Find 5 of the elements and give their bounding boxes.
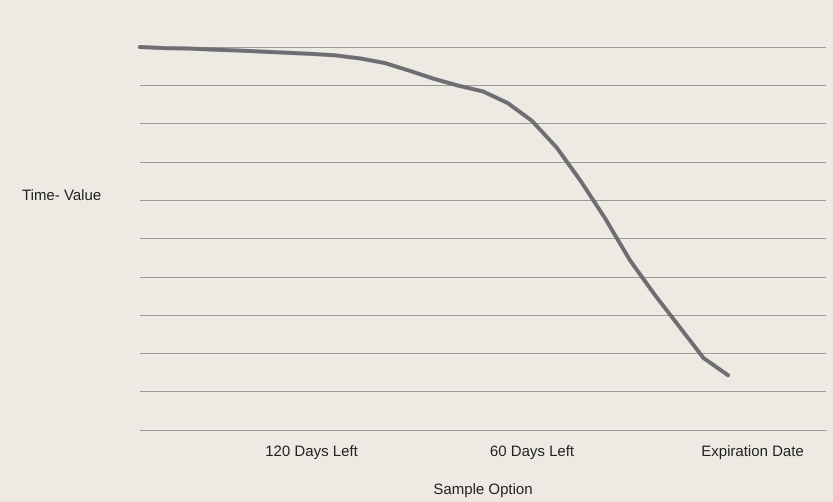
x-tick-label: 120 Days Left: [265, 443, 359, 460]
y-axis-title: Time- Value: [22, 187, 102, 204]
x-tick-label: Expiration Date: [701, 443, 804, 460]
x-axis-title: Sample Option: [433, 481, 533, 498]
x-tick-label: 60 Days Left: [490, 443, 575, 460]
